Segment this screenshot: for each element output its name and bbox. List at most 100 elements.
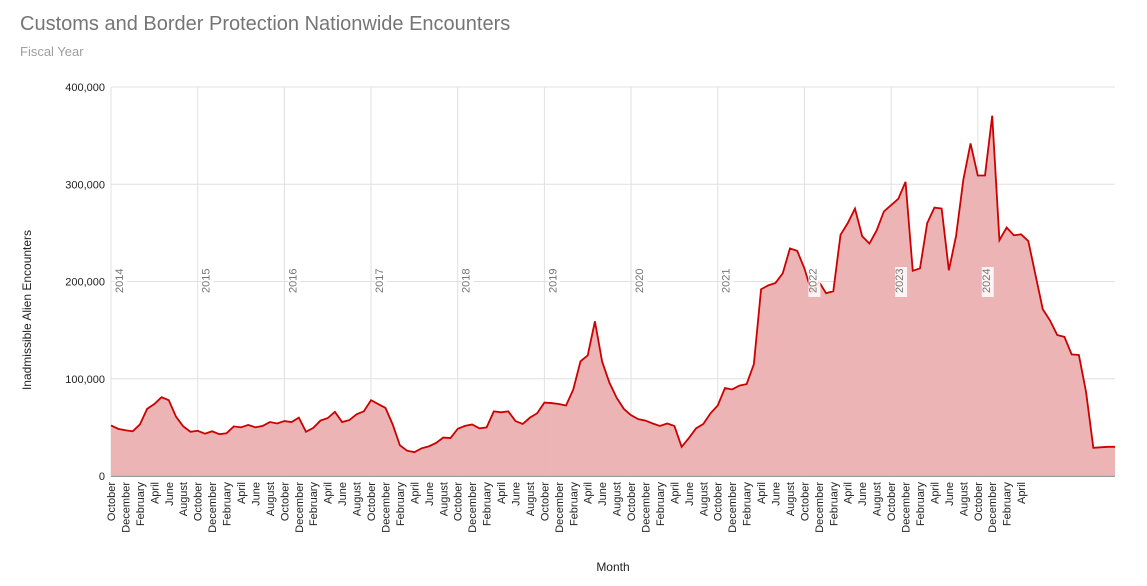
x-tick-label: December [380,482,392,533]
series-line [110,115,1115,454]
x-tick-label: June [510,482,522,506]
x-tick-label: February [308,482,320,527]
fiscal-year-label: 2017 [374,269,386,293]
x-tick-label: February [828,482,840,527]
x-tick-label: February [655,482,667,527]
x-tick-label: December [901,482,913,533]
chart-title: Customs and Border Protection Nationwide… [20,13,511,35]
x-tick-label: December [294,482,306,533]
x-tick-label: June [857,482,869,506]
x-tick-label: December [814,482,826,533]
fiscal-year-label-bg [375,267,388,297]
x-tick-label: April [1016,482,1028,504]
x-tick-label: April [236,482,248,504]
series-area [111,115,1115,476]
fiscal-year-label: 2015 [201,269,213,293]
y-tick-labels: 0 100,000 200,000 300,000 400,000 [65,82,105,483]
x-tick-label: December [207,482,219,533]
x-tick-label: August [785,482,797,516]
x-tick-label: February [915,482,927,527]
x-tick-label: October [193,482,205,521]
fiscal-year-label-bg [201,267,214,297]
y-tick-label: 200,000 [65,277,105,289]
fiscal-year-label-bg [895,267,908,297]
fiscal-year-label: 2020 [634,269,646,293]
x-tick-label: April [756,482,768,504]
x-tick-label: October [886,482,898,521]
x-tick-label: August [872,482,884,516]
y-tick-label: 300,000 [65,179,105,191]
fiscal-year-label: 2014 [114,269,126,293]
x-tick-label: February [742,482,754,527]
fiscal-year-label: 2019 [547,269,559,293]
y-tick-label: 100,000 [65,374,105,386]
x-tick-label: February [395,482,407,527]
x-tick-label: December [554,482,566,533]
x-tick-label: August [958,482,970,516]
fiscal-year-label-bg [115,267,127,297]
x-tick-label: August [612,482,624,516]
y-tick-label: 0 [99,471,105,483]
x-tick-label: August [698,482,710,516]
fiscal-year-label-bg [635,267,648,297]
x-tick-label: December [641,482,653,533]
x-tick-label: June [684,482,696,506]
x-tick-label: August [178,482,190,516]
x-tick-label: April [496,482,508,504]
x-tick-label: October [713,482,725,521]
fiscal-year-label: 2018 [461,269,473,293]
x-tick-label: October [626,482,638,521]
x-tick-label: August [525,482,537,516]
x-tick-label: April [583,482,595,504]
x-tick-label: February [482,482,494,527]
x-tick-label: December [727,482,739,533]
x-tick-label: April [149,482,161,504]
fiscal-year-label-bg [288,267,301,297]
x-tick-label: April [409,482,421,504]
x-tick-labels: October December February April June August Oc… [106,482,1028,533]
x-tick-label: June [250,482,262,506]
x-tick-label: October [106,482,118,521]
fiscal-year-label-bg [548,267,561,297]
fiscal-year-label: 2022 [807,269,819,293]
x-tick-label: August [352,482,364,516]
chart-subtitle: Fiscal Year [20,44,84,59]
x-tick-label: October [453,482,465,521]
x-tick-label: April [669,482,681,504]
x-tick-label: June [597,482,609,506]
x-tick-label: October [799,482,811,521]
x-tick-label: August [265,482,277,516]
fiscal-year-label-bg [808,267,821,297]
x-tick-label: October [279,482,291,521]
x-tick-label: April [323,482,335,504]
x-tick-label: August [438,482,450,516]
fiscal-year-label: 2023 [894,269,906,293]
x-tick-label: February [568,482,580,527]
x-tick-label: June [424,482,436,506]
fiscal-year-label-bg [721,267,734,297]
x-tick-label: February [222,482,234,527]
fiscal-year-label: 2016 [287,269,299,293]
x-axis-label: Month [596,560,629,574]
x-tick-label: June [337,482,349,506]
fiscal-year-label: 2024 [981,269,993,293]
x-tick-label: October [973,482,985,521]
x-tick-label: December [467,482,479,533]
y-tick-label: 400,000 [65,82,105,94]
x-tick-label: June [771,482,783,506]
fiscal-year-label: 2021 [721,269,733,293]
x-tick-label: October [539,482,551,521]
x-tick-label: October [366,482,378,521]
x-tick-label: February [135,482,147,527]
x-tick-label: February [1002,482,1014,527]
x-tick-label: December [120,482,132,533]
x-tick-label: June [164,482,176,506]
x-tick-label: June [944,482,956,506]
fiscal-year-label-bg [981,267,994,297]
x-tick-label: April [929,482,941,504]
x-tick-label: December [987,482,999,533]
fiscal-year-label-bg [461,267,474,297]
x-tick-label: April [843,482,855,504]
year-labels-layer: 2014 2015 2016 2017 2018 2019 2020 2021 2022 2023… [114,267,994,297]
